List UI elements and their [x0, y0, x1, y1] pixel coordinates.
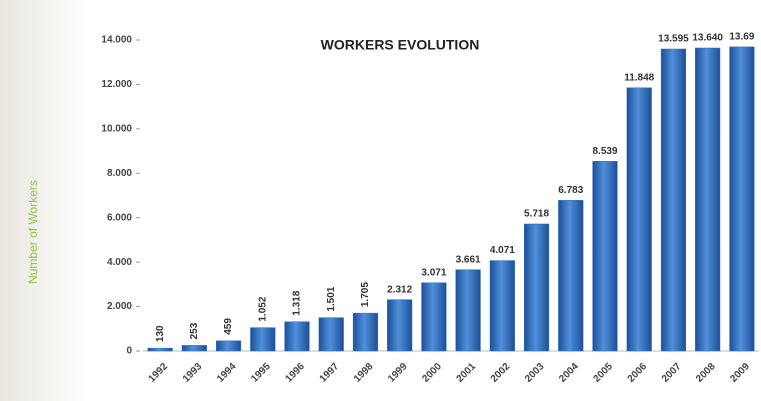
value-label: 3.661 [456, 254, 481, 265]
value-label: 459 [223, 318, 234, 335]
value-label: 1.052 [257, 296, 268, 321]
x-tick-label: 2003 [523, 361, 547, 385]
bar [147, 347, 173, 352]
chart-title: WORKERS EVOLUTION [321, 37, 480, 53]
bar [695, 47, 721, 352]
background [0, 0, 90, 401]
value-label: 13.595 [658, 34, 689, 45]
value-label: 5.718 [524, 209, 549, 220]
bar [729, 46, 755, 352]
y-tick-label: 4.000 [107, 257, 132, 268]
x-tick-label: 1998 [352, 361, 376, 385]
value-label: 130 [155, 325, 166, 342]
value-label: 2.312 [387, 284, 412, 295]
bar [215, 340, 242, 352]
x-tick-label: 2009 [728, 361, 752, 385]
bar [421, 282, 447, 352]
bar [489, 260, 515, 352]
bar [352, 312, 379, 352]
bar [592, 161, 618, 352]
x-tick-label: 2001 [455, 361, 479, 385]
value-label: 13.640 [692, 33, 723, 44]
value-label: 13.69 [729, 32, 754, 43]
y-tick-label: 8.000 [107, 168, 132, 179]
x-tick-label: 2000 [420, 361, 444, 385]
bar [181, 345, 207, 352]
x-tick-label: 2008 [694, 361, 718, 385]
y-axis-label: Number of Workers [26, 180, 40, 284]
x-tick-label: 1992 [147, 361, 171, 385]
value-label: 11.848 [624, 72, 654, 83]
y-tick-label: 10.000 [101, 123, 132, 134]
value-label: 4.071 [490, 245, 515, 256]
bar [250, 327, 276, 352]
x-tick-label: 1993 [181, 361, 205, 385]
y-tick-label: 12.000 [101, 79, 132, 90]
value-label: 1.705 [360, 282, 371, 307]
value-label: 1.501 [326, 286, 337, 311]
bar [387, 299, 413, 352]
x-tick-label: 2005 [591, 361, 615, 385]
x-tick-label: 1997 [318, 361, 342, 385]
x-tick-label: 1995 [249, 361, 273, 385]
x-tick-label: 2007 [660, 361, 684, 385]
value-label: 6.783 [558, 185, 583, 196]
x-tick-label: 1994 [215, 361, 239, 385]
y-tick-label: 6.000 [107, 212, 132, 223]
x-tick-label: 2002 [489, 361, 513, 385]
bar [626, 87, 652, 352]
x-tick-label: 2006 [626, 361, 650, 385]
bar [523, 223, 550, 352]
value-label: 253 [189, 322, 200, 339]
value-label: 1.318 [292, 290, 303, 315]
x-tick-label: 1999 [386, 361, 410, 385]
y-tick-label: 14.000 [101, 35, 132, 46]
bar [318, 317, 344, 352]
y-tick-label: 0 [126, 346, 132, 357]
x-tick-label: 2004 [557, 361, 581, 385]
value-label: 8.539 [592, 146, 617, 157]
bar [558, 200, 584, 352]
y-tick-label: 2.000 [107, 301, 132, 312]
bar [284, 321, 310, 352]
value-label: 3.071 [421, 267, 446, 278]
bar [455, 269, 481, 352]
x-tick-label: 1996 [283, 361, 307, 385]
bar [660, 48, 687, 352]
